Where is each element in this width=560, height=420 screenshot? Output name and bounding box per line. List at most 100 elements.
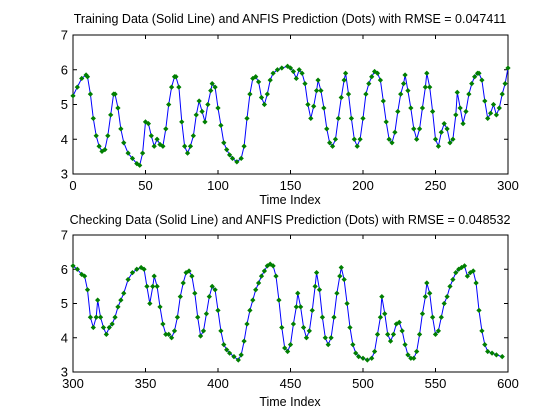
checking-prediction-dot bbox=[270, 263, 276, 269]
checking-prediction-dot bbox=[387, 338, 394, 344]
checking-prediction-dot bbox=[424, 280, 430, 286]
training-prediction-dot bbox=[199, 108, 205, 115]
training-prediction-dot bbox=[369, 74, 375, 80]
checking-prediction-dot bbox=[150, 283, 156, 289]
checking-prediction-dot bbox=[87, 314, 94, 320]
checking-prediction-dot bbox=[482, 341, 488, 348]
checking-prediction-dot bbox=[435, 328, 442, 334]
checking-prediction-dot bbox=[453, 270, 459, 276]
checking-prediction-dot bbox=[90, 324, 96, 331]
training-x-tick-label: 50 bbox=[138, 178, 152, 193]
training-prediction-dot bbox=[105, 133, 111, 139]
training-prediction-dot bbox=[218, 122, 224, 128]
training-prediction-dot bbox=[457, 105, 463, 111]
training-prediction-dot bbox=[460, 120, 466, 127]
checking-prediction-dot bbox=[125, 276, 131, 283]
training-prediction-dot bbox=[419, 105, 426, 111]
checking-prediction-dot bbox=[129, 270, 136, 276]
training-prediction-dot bbox=[305, 101, 311, 108]
checking-prediction-dot bbox=[385, 331, 391, 337]
checking-prediction-dot bbox=[203, 311, 210, 317]
checking-prediction-dot bbox=[444, 294, 450, 300]
checking-prediction-dot bbox=[141, 266, 147, 272]
training-prediction-dot bbox=[318, 87, 324, 94]
checking-prediction-dot bbox=[447, 283, 453, 289]
checking-prediction-dot bbox=[273, 273, 279, 279]
checking-prediction-dot bbox=[331, 314, 337, 320]
training-prediction-dot bbox=[332, 136, 339, 142]
checking-prediction-dot bbox=[103, 331, 109, 337]
training-prediction-dot bbox=[247, 91, 253, 97]
checking-x-tick-label: 500 bbox=[352, 376, 374, 391]
checking-prediction-dot bbox=[267, 261, 273, 267]
training-prediction-dot bbox=[179, 119, 185, 125]
checking-prediction-dot bbox=[479, 328, 485, 334]
checking-prediction-dot bbox=[284, 348, 291, 355]
training-prediction-dot bbox=[244, 115, 250, 122]
training-prediction-dot bbox=[363, 91, 369, 97]
checking-prediction-dot bbox=[287, 341, 294, 348]
checking-title: Checking Data (Solid Line) and ANFIS Pre… bbox=[70, 213, 511, 227]
training-prediction-dot bbox=[176, 84, 182, 90]
checking-prediction-dot bbox=[338, 264, 344, 271]
training-prediction-dot bbox=[129, 155, 136, 161]
checking-prediction-dot bbox=[247, 307, 253, 313]
checking-x-tick-label: 600 bbox=[497, 376, 519, 391]
training-prediction-dot bbox=[148, 133, 154, 139]
training-prediction-dot bbox=[472, 74, 478, 80]
checking-prediction-dot bbox=[369, 355, 375, 361]
training-prediction-dot bbox=[345, 91, 352, 97]
training-prediction-dot bbox=[383, 119, 389, 125]
training-prediction-dot bbox=[238, 155, 244, 161]
checking-prediction-dot bbox=[419, 311, 426, 317]
checking-y-tick-label: 6 bbox=[61, 262, 68, 277]
checking-prediction-dot bbox=[144, 283, 150, 289]
checking-y-tick-label: 4 bbox=[61, 330, 68, 345]
training-prediction-dot bbox=[93, 133, 99, 139]
checking-prediction-dot bbox=[221, 341, 227, 348]
training-prediction-dot bbox=[221, 140, 227, 146]
checking-prediction-dot bbox=[147, 300, 153, 307]
training-prediction-dot bbox=[267, 77, 273, 83]
checking-prediction-dot bbox=[168, 335, 175, 341]
training-y-tick-label: 7 bbox=[61, 28, 68, 43]
checking-prediction-dot bbox=[171, 328, 178, 334]
checking-prediction-dot bbox=[344, 300, 350, 307]
training-prediction-dot bbox=[151, 143, 157, 149]
checking-prediction-dot bbox=[300, 324, 307, 331]
training-prediction-dot bbox=[402, 72, 408, 78]
checking-prediction-dot bbox=[189, 273, 195, 279]
training-prediction-dot bbox=[137, 162, 143, 168]
checking-x-tick-label: 350 bbox=[135, 376, 157, 391]
training-prediction-dot bbox=[493, 112, 500, 118]
checking-plot-area: 300 350 400 450 500 550 600 3 4 5 6 7 bbox=[61, 228, 519, 392]
training-x-tick-label: 300 bbox=[497, 178, 519, 193]
training-subplot: Training Data (Solid Line) and ANFIS Pre… bbox=[61, 12, 519, 207]
checking-prediction-dot bbox=[93, 314, 99, 320]
checking-prediction-dot bbox=[74, 266, 80, 272]
training-prediction-dot bbox=[389, 140, 395, 146]
checking-prediction-dot bbox=[250, 297, 256, 303]
training-prediction-dot bbox=[454, 89, 460, 95]
training-prediction-dot bbox=[327, 140, 333, 146]
training-prediction-dot bbox=[90, 115, 96, 122]
training-prediction-dot bbox=[70, 93, 76, 99]
training-prediction-dot bbox=[422, 84, 428, 90]
training-prediction-dot bbox=[505, 65, 511, 71]
training-prediction-dot bbox=[453, 112, 459, 118]
training-prediction-dot bbox=[299, 70, 305, 76]
checking-prediction-dot bbox=[290, 321, 297, 327]
training-prediction-dot bbox=[234, 159, 240, 165]
training-prediction-dot bbox=[258, 94, 265, 101]
training-prediction-dot bbox=[215, 105, 221, 111]
checking-prediction-dot bbox=[261, 268, 268, 274]
training-prediction-dot bbox=[380, 98, 386, 104]
checking-prediction-dot bbox=[70, 263, 76, 269]
training-prediction-dot bbox=[432, 136, 439, 142]
checking-prediction-dot bbox=[279, 324, 285, 331]
training-prediction-dot bbox=[338, 94, 344, 101]
training-x-tick-label: 150 bbox=[280, 178, 302, 193]
checking-prediction-dot bbox=[197, 333, 204, 339]
checking-prediction-dot bbox=[379, 294, 385, 300]
checking-prediction-dot bbox=[350, 341, 356, 348]
